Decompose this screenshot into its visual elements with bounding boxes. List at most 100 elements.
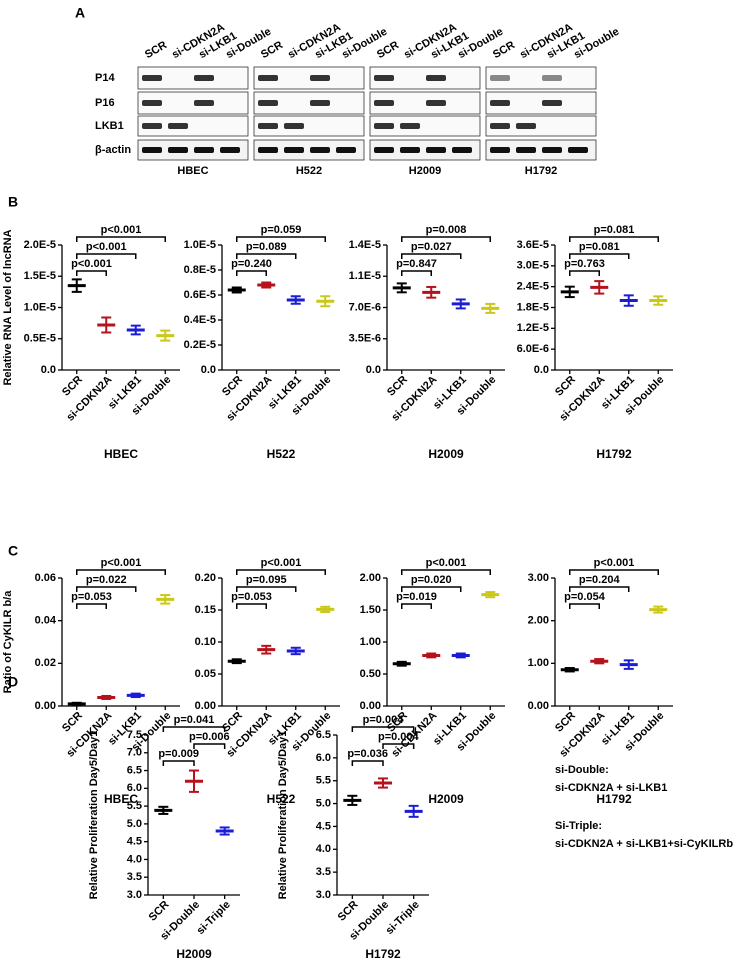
y-tick-label: 0.5E-5 <box>24 333 56 345</box>
p-value: p<0.001 <box>101 557 142 569</box>
blot-band <box>284 147 304 153</box>
y-tick-label: 0.00 <box>195 700 216 712</box>
p-value: p=0.019 <box>396 591 437 603</box>
x-tick-label: si-Triple <box>384 899 422 937</box>
blot-band <box>168 147 188 153</box>
blot-band <box>516 147 536 153</box>
y-tick-label: 6.0E-6 <box>517 343 549 355</box>
blot-band <box>374 75 394 81</box>
group-label: H2009 <box>409 165 441 177</box>
group-label: H522 <box>296 165 322 177</box>
y-tick-label: 6.0 <box>127 782 142 794</box>
y-tick-label: 0.10 <box>195 636 216 648</box>
blot-box <box>137 115 249 137</box>
y-tick-label: 3.5 <box>127 871 142 883</box>
blot-box <box>369 115 481 137</box>
y-tick-label: 3.5 <box>316 866 331 878</box>
blot-band <box>336 147 356 153</box>
panel-label: B <box>8 194 18 210</box>
blot-band <box>490 147 510 153</box>
y-tick-label: 0.04 <box>35 615 57 627</box>
p-value: p=0.053 <box>71 591 112 603</box>
bracket <box>76 569 166 575</box>
p-value: p=0.095 <box>246 574 287 586</box>
note-text: si-CDKN2A + si-LKB1 <box>555 782 667 794</box>
p-value: p=0.008 <box>426 224 467 236</box>
y-tick-label: 0.6E-5 <box>184 289 216 301</box>
blot-band <box>310 100 330 106</box>
p-value: p<0.001 <box>71 258 112 270</box>
bracket <box>76 270 107 276</box>
x-tick-label: SCR <box>336 899 361 924</box>
y-tick-label: 4.0 <box>316 843 331 855</box>
bracket <box>382 743 415 749</box>
blot-band <box>284 123 304 129</box>
y-tick-label: 0.0 <box>534 364 549 376</box>
blot-band <box>194 75 214 81</box>
x-axis-title: HBEC <box>104 447 138 461</box>
blot-box <box>137 91 249 115</box>
lane-label: SCR <box>143 39 169 61</box>
y-tick-label: 1.5E-5 <box>24 270 56 282</box>
y-tick-label: 2.0E-5 <box>24 239 56 251</box>
y-tick-label: 0.8E-5 <box>184 264 216 276</box>
bracket <box>236 569 326 575</box>
bracket <box>236 236 326 242</box>
y-tick-label: 4.5 <box>127 836 142 848</box>
y-tick-label: 0.0 <box>201 364 216 376</box>
y-tick-label: 6.5 <box>127 764 142 776</box>
bracket <box>401 253 462 259</box>
p-value: p=0.089 <box>246 241 287 253</box>
p-value: p=0.240 <box>231 258 272 270</box>
y-tick-label: 0.02 <box>35 657 56 669</box>
blot-box <box>137 139 249 161</box>
row-label: LKB1 <box>95 120 124 132</box>
y-tick-label: 4.0 <box>127 853 142 865</box>
y-tick-label: 0.2E-5 <box>184 339 216 351</box>
y-tick-label: 0.15 <box>195 604 216 616</box>
y-tick-label: 1.00 <box>360 636 381 648</box>
y-tick-label: 6.5 <box>316 729 331 741</box>
bracket <box>401 569 491 575</box>
p-value: p=0.020 <box>411 574 452 586</box>
y-tick-label: 0.00 <box>360 700 381 712</box>
lane-label: SCR <box>491 39 517 61</box>
x-axis-title: H2009 <box>428 447 464 461</box>
blot-band <box>194 100 214 106</box>
x-tick-label: SCR <box>553 710 578 735</box>
bracket <box>401 270 432 276</box>
blot-band <box>258 75 278 81</box>
y-tick-label: 3.5E-6 <box>349 333 381 345</box>
blot-band <box>426 100 446 106</box>
blot-band <box>142 100 162 106</box>
y-tick-label: 0.20 <box>195 572 216 584</box>
p-value: p=0.036 <box>347 748 388 760</box>
blot-box <box>369 91 481 115</box>
blot-band <box>142 75 162 81</box>
p-value: p=0.041 <box>174 714 215 726</box>
x-tick-label: SCR <box>220 374 245 399</box>
blot-box <box>253 139 365 161</box>
note-text: si-Double: <box>555 764 609 776</box>
y-tick-label: 2.4E-5 <box>517 281 549 293</box>
bracket <box>401 236 491 242</box>
p-value: p=0.054 <box>564 591 606 603</box>
p-value: p=0.027 <box>411 241 452 253</box>
y-tick-label: 0.05 <box>195 668 216 680</box>
blot-band <box>542 75 562 81</box>
y-axis-title: Relative RNA Level of lncRNA <box>2 229 14 385</box>
y-tick-label: 0.00 <box>35 700 56 712</box>
blot-band <box>426 147 446 153</box>
y-axis-title: Ratio of CyKILR b/a <box>2 590 14 694</box>
p-value: p<0.001 <box>101 224 142 236</box>
blot-band <box>374 100 394 106</box>
y-tick-label: 3.6E-5 <box>517 239 549 251</box>
x-tick-label: SCR <box>60 374 85 399</box>
bracket <box>351 760 384 766</box>
y-tick-label: 3.0E-5 <box>517 260 549 272</box>
blot-band <box>142 123 162 129</box>
x-axis-title: H1792 <box>596 447 632 461</box>
blot-box <box>253 66 365 90</box>
blot-band <box>374 147 394 153</box>
y-tick-label: 5.0 <box>127 818 142 830</box>
